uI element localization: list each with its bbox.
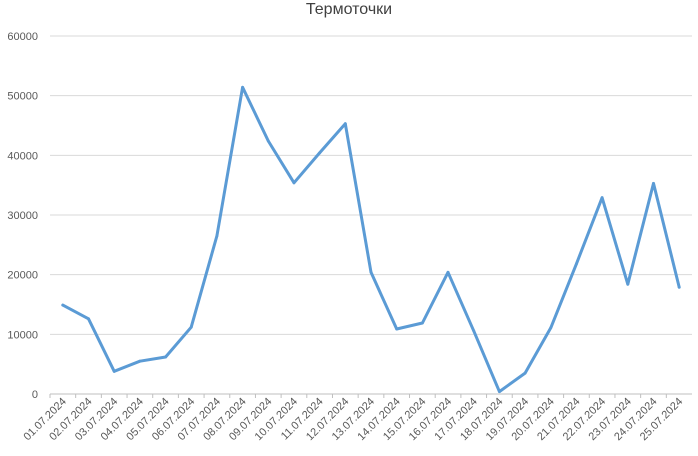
y-tick-label: 10000 [7,329,38,341]
data-point [87,317,90,321]
data-point [420,321,424,325]
y-axis-ticks: 0 10000 20000 30000 40000 50000 60000 [7,31,38,401]
data-point [215,234,219,238]
y-tick-label: 30000 [7,210,38,222]
data-point [446,270,450,274]
data-point [600,196,604,200]
series-line [61,85,681,394]
data-point [575,262,578,266]
chart-title: Термоточки [305,1,393,18]
y-tick-label: 20000 [7,270,38,282]
y-tick-label: 60000 [7,31,38,43]
x-axis-ticks: 01.07.202402.07.202403.07.202404.07.2024… [22,394,685,443]
data-point [369,270,373,274]
data-point [677,285,681,289]
series-layer [61,85,681,394]
data-point [241,85,245,89]
data-point [549,326,553,330]
data-point [626,282,630,286]
data-point [112,369,116,373]
y-tick-label: 40000 [7,150,38,162]
data-point [266,139,270,143]
data-point [61,303,65,307]
data-point [523,371,527,375]
data-point [498,390,501,394]
data-point [472,329,476,333]
data-point [652,181,655,185]
data-point [164,355,167,359]
data-point [292,181,296,185]
data-point [395,327,399,331]
y-tick-label: 0 [32,389,38,401]
data-point [318,151,322,155]
data-point [343,122,347,126]
y-tick-label: 50000 [7,91,38,103]
data-point [138,359,142,363]
data-point [189,325,193,329]
